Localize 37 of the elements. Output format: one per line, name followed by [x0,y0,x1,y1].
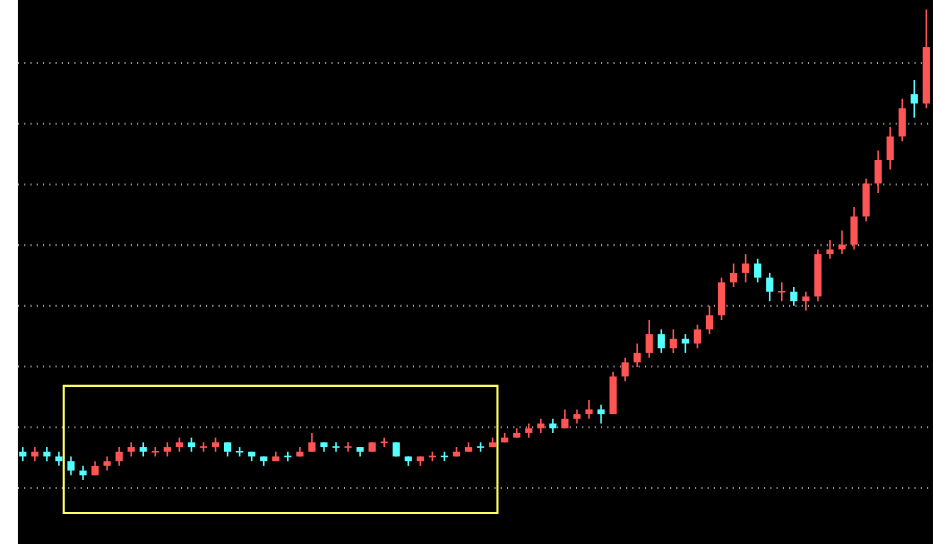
candlestick [742,252,750,283]
candlestick [850,205,858,250]
candlestick [103,455,111,472]
candlestick [790,285,798,307]
candlestick [754,257,762,283]
candlestick [886,125,894,170]
candlestick [573,408,581,424]
candlestick [717,276,726,321]
candlestick [777,281,787,302]
candlestick [79,464,87,481]
candlestick [597,403,605,424]
candlestick [609,370,617,415]
candlestick [898,97,906,142]
candlestick [838,229,846,255]
candlestick [693,323,702,349]
candlestick [874,149,882,194]
candlestick [910,78,918,119]
candlestick [814,248,822,302]
candlestick [729,262,738,288]
candlestick [621,356,629,382]
candlestick [669,328,677,354]
candlestick [645,318,653,359]
candlestick [561,408,569,429]
candlestick [585,398,593,420]
candlestick [826,238,834,260]
candlestick [308,431,316,453]
candlestick [862,177,870,222]
candlestick [633,342,641,368]
candlestick [802,290,810,312]
candlestick [681,332,689,354]
candlestick [705,304,714,335]
candlestick [331,441,341,453]
candlestick [67,455,75,476]
candlestick [343,441,353,453]
candlestick [657,328,665,354]
candlestick [115,445,123,467]
candlestick [766,271,774,302]
